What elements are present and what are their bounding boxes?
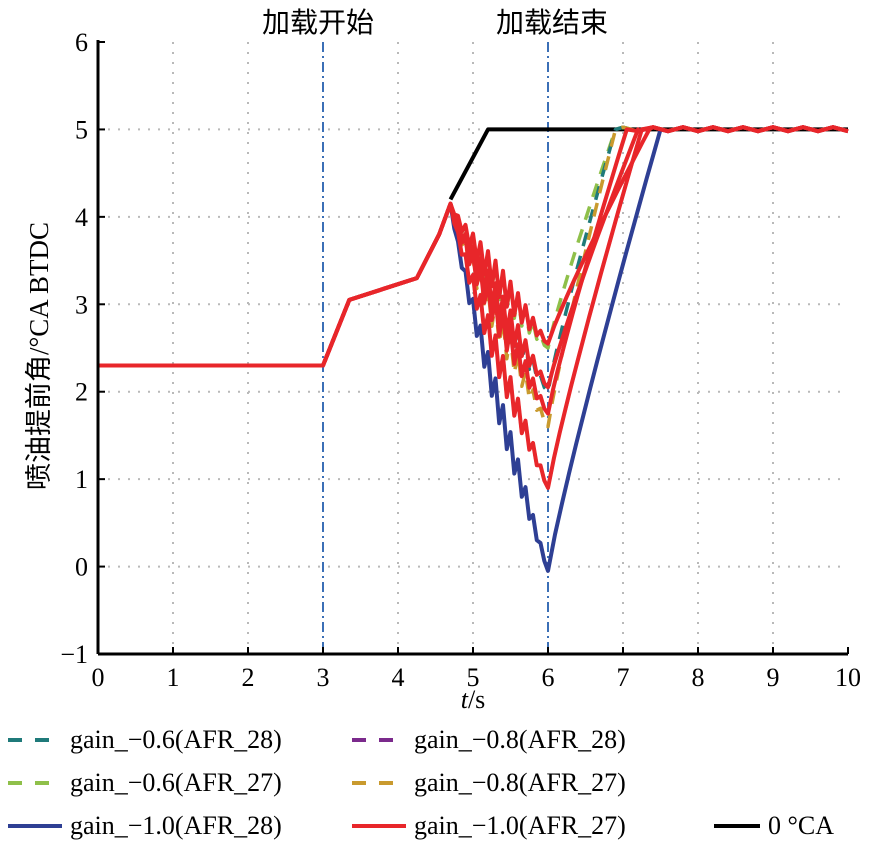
legend-item: gain_−0.8(AFR_28) (352, 725, 626, 754)
annotation-load-end: 加载结束 (496, 6, 608, 39)
legend-item: gain_−1.0(AFR_27) (352, 811, 626, 840)
y-tick-label: −1 (60, 640, 88, 669)
grid-lines (98, 42, 848, 654)
legend-label: gain_−1.0(AFR_27) (414, 811, 626, 840)
x-tick-label: 6 (542, 663, 555, 692)
legend-label: gain_−0.6(AFR_27) (70, 768, 282, 797)
y-tick-label: 4 (75, 203, 88, 232)
axes (96, 40, 849, 656)
y-tick-label: 0 (75, 553, 88, 582)
series-line (98, 125, 849, 416)
y-tick-label: 3 (75, 290, 88, 319)
x-tick-label: 10 (835, 663, 861, 692)
legend-item: gain_−0.6(AFR_28) (8, 725, 282, 754)
x-tick-label: 2 (242, 663, 255, 692)
series-line (98, 125, 849, 368)
x-tick-label: 0 (92, 663, 105, 692)
x-axis-label: t/s (461, 685, 486, 714)
legend-label: gain_−1.0(AFR_28) (70, 811, 282, 840)
x-tick-label: 7 (617, 663, 630, 692)
y-tick-label: 6 (75, 28, 88, 57)
legend-item: 0 °CA (714, 811, 834, 840)
x-tick-label: 5 (467, 663, 480, 692)
legend-label: 0 °CA (768, 811, 834, 840)
x-tick-label: 1 (167, 663, 180, 692)
legend-label: gain_−0.6(AFR_28) (70, 725, 282, 754)
y-tick-labels: −1 0 1 2 3 4 5 6 (60, 28, 88, 669)
x-tick-label: 4 (392, 663, 405, 692)
x-tick-labels: 0 1 2 3 4 5 6 7 8 9 10 (92, 663, 862, 692)
legend-item: gain_−1.0(AFR_28) (8, 811, 282, 840)
legend-item: gain_−0.8(AFR_27) (352, 768, 626, 797)
legend: gain_−0.6(AFR_28) gain_−0.8(AFR_28) gain… (8, 725, 834, 840)
x-tick-label: 9 (767, 663, 780, 692)
y-tick-label: 5 (75, 115, 88, 144)
series-line (98, 125, 849, 390)
legend-label: gain_−0.8(AFR_27) (414, 768, 626, 797)
data-series (98, 125, 849, 573)
y-tick-label: 1 (75, 465, 88, 494)
y-axis-label: 喷油提前角/°CA BTDC (24, 222, 54, 490)
legend-label: gain_−0.8(AFR_28) (414, 725, 626, 754)
legend-item: gain_−0.6(AFR_27) (8, 768, 282, 797)
annotation-load-start: 加载开始 (262, 6, 374, 39)
y-tick-label: 2 (75, 378, 88, 407)
series-line (98, 125, 849, 429)
x-tick-label: 3 (317, 663, 330, 692)
x-tick-label: 8 (692, 663, 705, 692)
